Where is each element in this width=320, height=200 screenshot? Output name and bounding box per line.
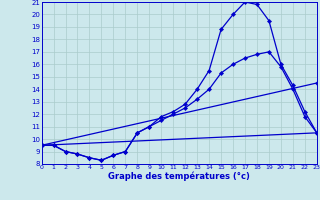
- X-axis label: Graphe des températures (°c): Graphe des températures (°c): [108, 172, 250, 181]
